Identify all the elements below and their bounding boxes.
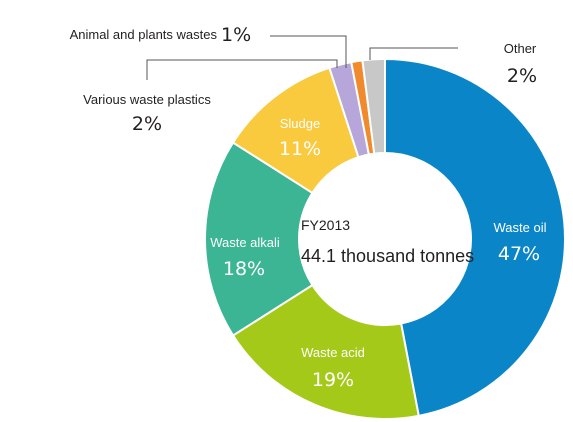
slice-label-waste-alkali: Waste alkali — [210, 235, 280, 250]
slice-label-waste-acid: Waste acid — [301, 345, 365, 360]
slice-label-waste-oil: Waste oil — [494, 220, 547, 235]
slice-label-sludge: Sludge — [280, 116, 320, 131]
center-title: FY2013 — [301, 217, 350, 233]
slice-label-various-waste-plastics: Various waste plastics — [83, 92, 211, 107]
slice-label-other: Other — [504, 41, 537, 56]
slice-value-waste-acid: 19% — [312, 369, 354, 391]
slice-value-various-waste-plastics: 2% — [132, 113, 162, 135]
slice-value-waste-alkali: 18% — [223, 258, 265, 280]
leader-line-other — [369, 47, 458, 60]
center-total: 44.1 thousand tonnes — [301, 246, 474, 266]
slice-waste-acid — [231, 283, 420, 420]
slice-value-waste-oil: 47% — [498, 243, 540, 265]
leader-line-animal-and-plants-wastes — [270, 35, 347, 68]
slice-value-sludge: 11% — [279, 138, 321, 160]
slice-waste-alkali — [204, 141, 314, 337]
slice-value-animal-and-plants-wastes: 1% — [221, 24, 251, 46]
slice-waste-oil — [384, 57, 566, 417]
slice-value-other: 2% — [507, 65, 537, 87]
slice-label-animal-and-plants-wastes: Animal and plants wastes — [70, 27, 218, 42]
leader-line-various-waste-plastics — [146, 59, 338, 80]
